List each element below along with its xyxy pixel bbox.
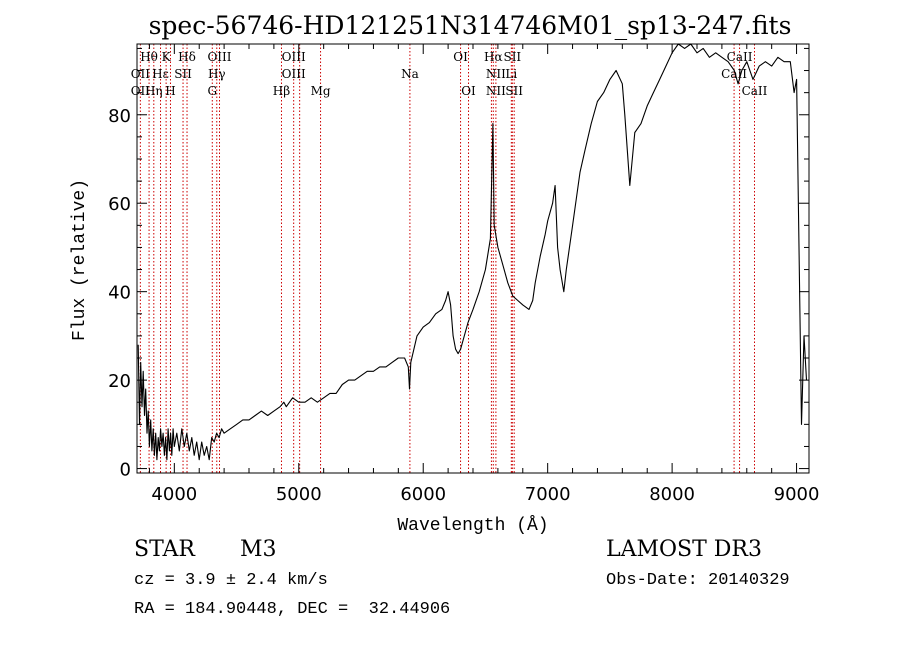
spectral-line-label: OIII — [282, 67, 306, 81]
y-tick-label: 20 — [108, 371, 131, 392]
x-axis: 4000 5000 6000 7000 8000 9000 — [148, 44, 820, 505]
spectral-line-label: OIII — [282, 50, 306, 64]
spectral-line-label: Hδ — [178, 50, 196, 64]
spectral-line-label: G — [207, 84, 217, 98]
spectral-line-label: SII — [505, 84, 523, 98]
spectral-line-label: Hε — [152, 67, 169, 81]
spectral-line-label: OIII — [207, 50, 231, 64]
x-tick-label: 6000 — [400, 484, 446, 505]
spectral-line-label: Hα — [484, 50, 503, 64]
spectral-line-labels: Hθ OII OII K Hε Hη Hδ SII H OIII Hγ G OIII OIII Hβ Mg Na… — [131, 50, 768, 98]
spectral-line-label: OI — [453, 50, 468, 64]
x-tick-label: 8000 — [649, 484, 695, 505]
y-tick-label: 80 — [108, 106, 131, 127]
spectral-line-label: Li — [505, 67, 517, 81]
spectral-line-label: CaII — [721, 67, 747, 81]
y-tick-label: 40 — [108, 283, 131, 304]
spectral-line-label: SII — [503, 50, 521, 64]
x-axis-label: Wavelength (Å) — [397, 515, 548, 536]
x-tick-label: 5000 — [276, 484, 322, 505]
spectral-line-label: Mg — [311, 84, 331, 98]
spectral-line-label: CaII — [727, 50, 753, 64]
spectral-line-markers — [139, 44, 755, 473]
chart-title: spec-56746-HD121251N314746M01_sp13-247.f… — [149, 11, 792, 40]
sky-coordinates: RA = 184.90448, DEC = 32.44906 — [134, 600, 451, 619]
flux-curve — [137, 43, 808, 461]
y-axis-label: Flux (relative) — [70, 179, 90, 341]
spectral-line-label: Hθ — [140, 50, 158, 64]
plot-frame — [136, 43, 810, 474]
spectral-line-label: Hη — [145, 84, 163, 98]
spectral-line-label: OII — [131, 67, 151, 81]
y-tick-label: 60 — [108, 194, 131, 215]
x-tick-label: 9000 — [774, 484, 820, 505]
y-tick-label: 0 — [120, 460, 131, 481]
flux-series-line — [137, 43, 808, 461]
spectral-line-label: OI — [461, 84, 476, 98]
spectral-line-label: Na — [401, 67, 419, 81]
spectral-line-label: Hγ — [208, 67, 226, 81]
observation-date: Obs-Date: 20140329 — [606, 571, 790, 590]
survey-release: LAMOST DR3 — [606, 537, 762, 562]
spectral-line-label: CaII — [742, 84, 768, 98]
y-axis: 0 20 40 60 80 — [108, 47, 809, 481]
object-subclass: M3 — [240, 537, 277, 562]
spectral-line-label: OII — [131, 84, 151, 98]
spectral-line-label: NII — [486, 67, 506, 81]
object-type: STAR — [134, 537, 195, 562]
x-tick-label: 7000 — [525, 484, 571, 505]
spectral-line-label: Hβ — [273, 84, 290, 98]
spectral-line-label: K — [162, 50, 172, 64]
spectral-line-label: H — [165, 84, 175, 98]
redshift-velocity: cz = 3.9 ± 2.4 km/s — [134, 571, 328, 590]
spectral-line-label: SII — [174, 67, 192, 81]
x-tick-label: 4000 — [151, 484, 197, 505]
spectral-line-label: NII — [486, 84, 506, 98]
